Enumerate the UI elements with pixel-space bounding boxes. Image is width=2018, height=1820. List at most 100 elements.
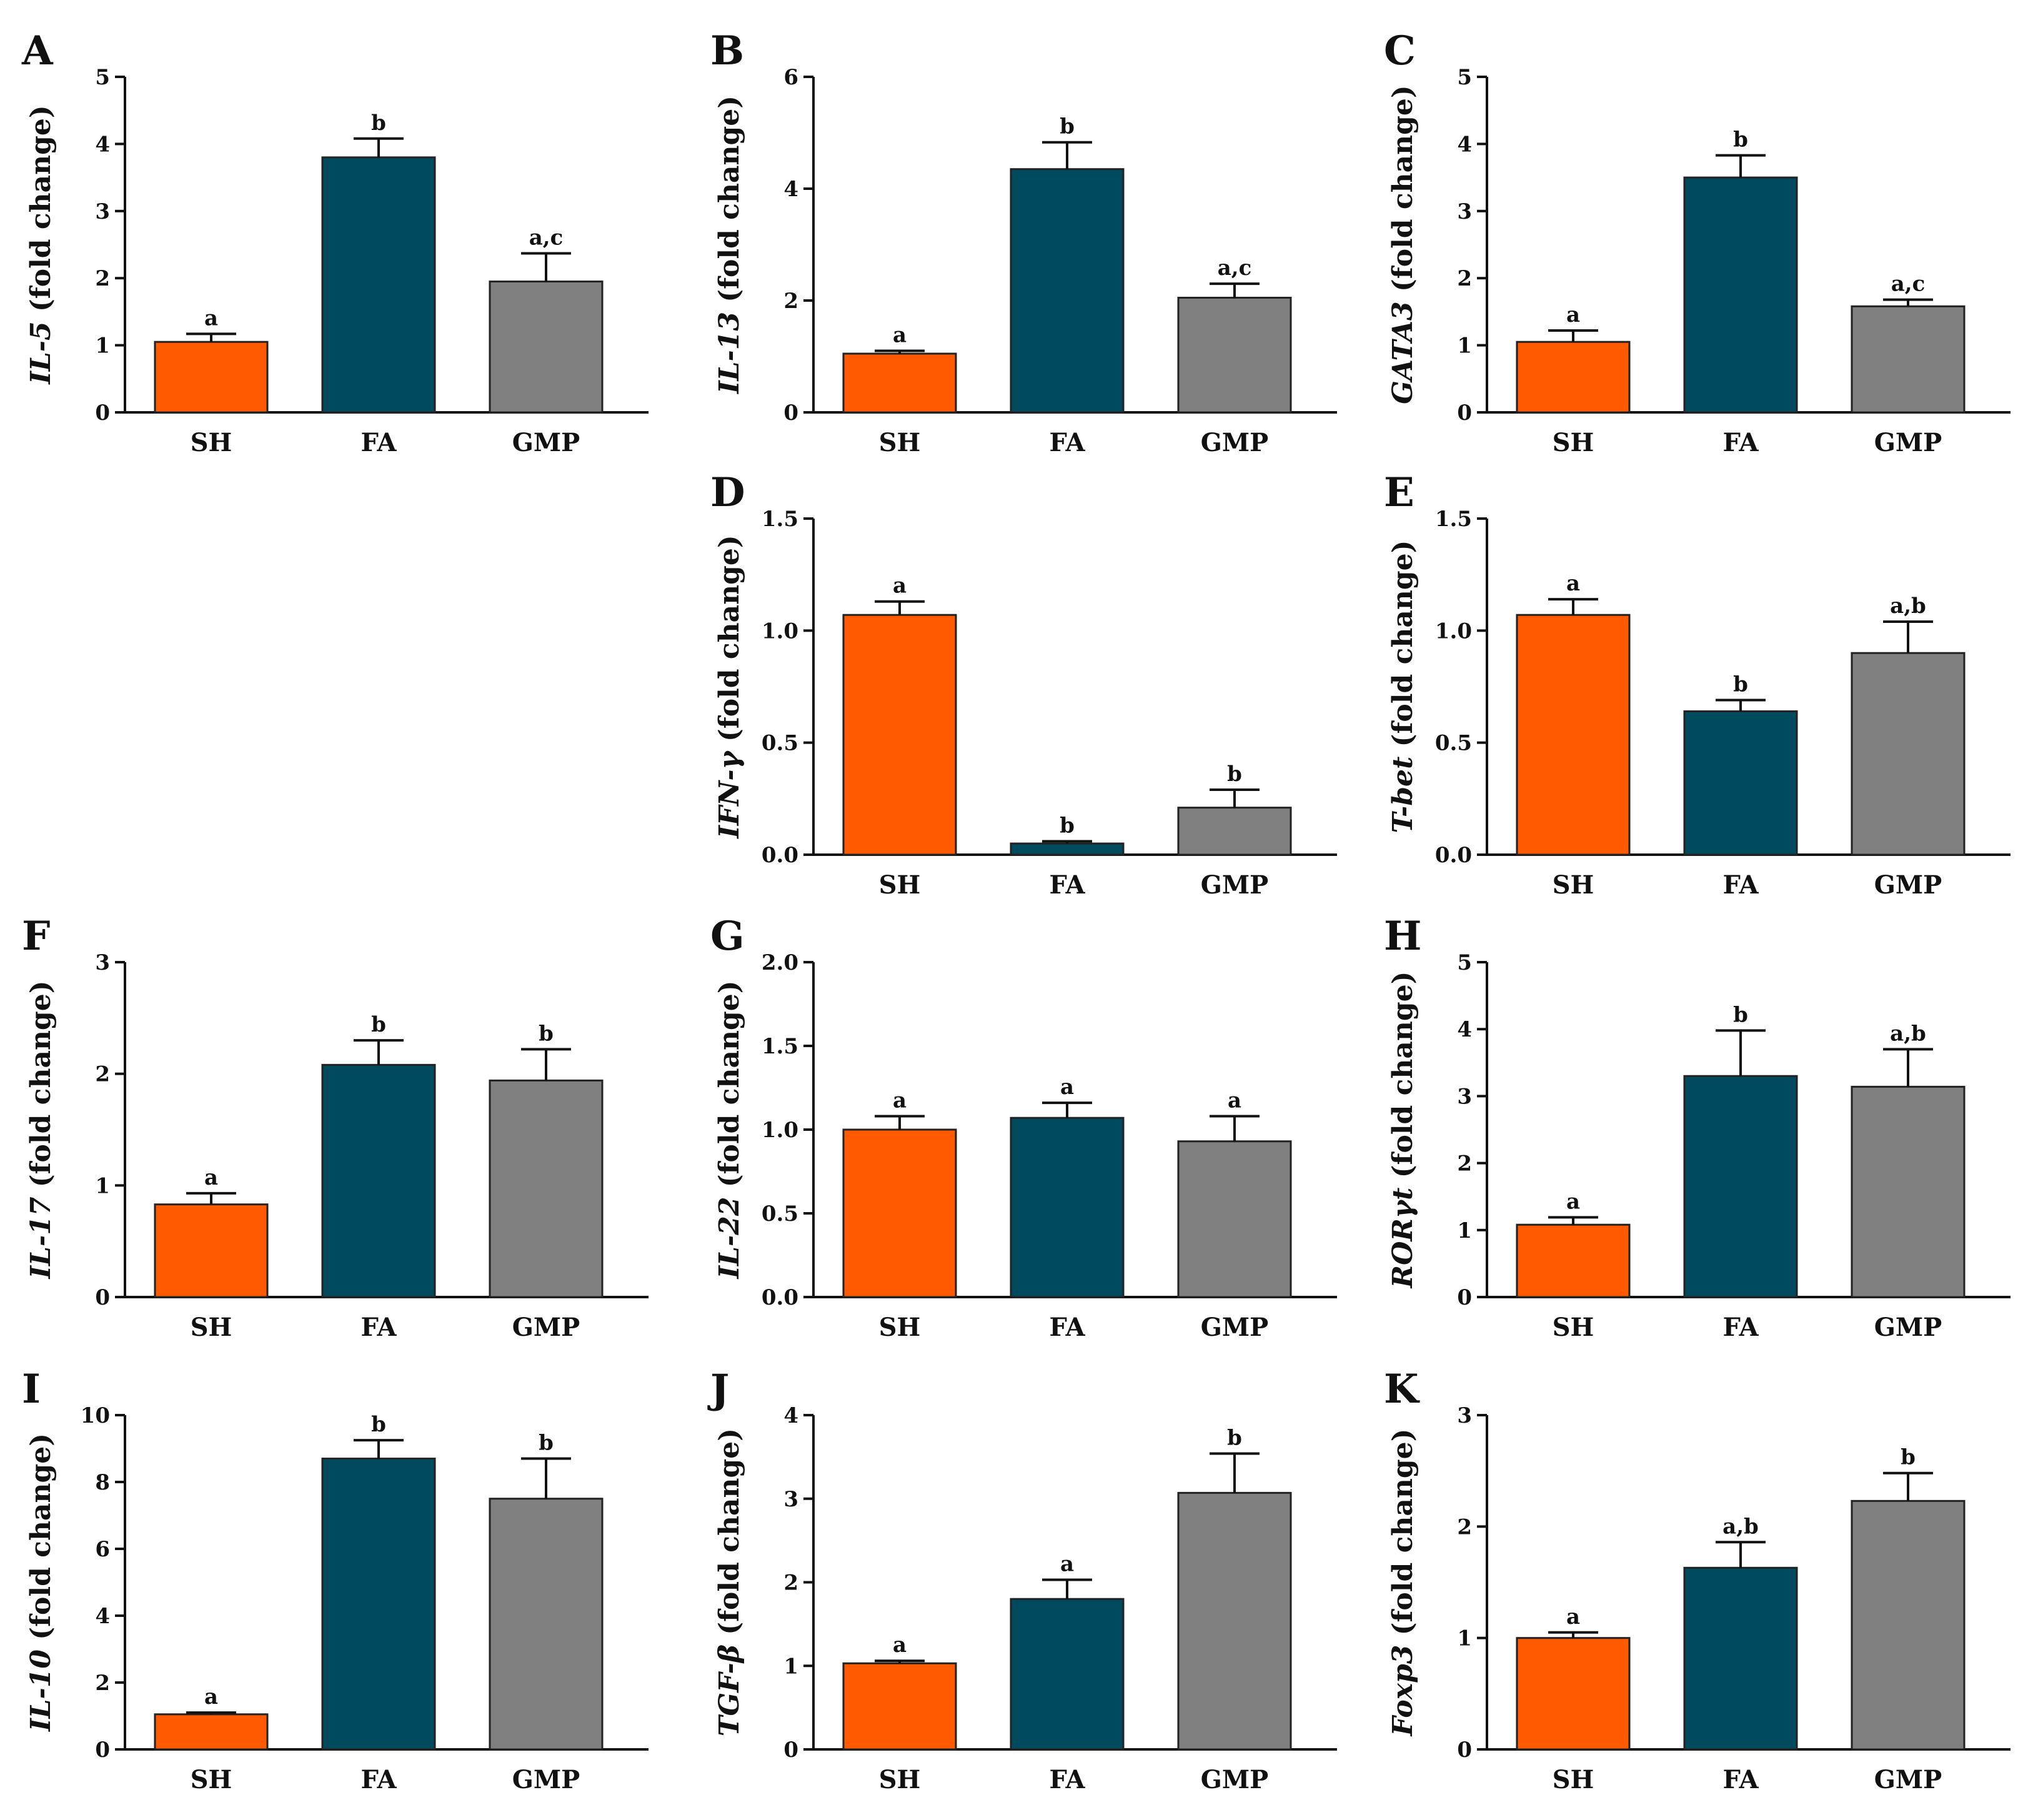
significance-label: a (1228, 1088, 1241, 1113)
bar-fa (1010, 168, 1125, 414)
y-tick-label: 4 (1457, 1017, 1472, 1042)
y-tick-label: 0 (95, 1285, 110, 1310)
panel-letter: K (1384, 1366, 1420, 1413)
y-tick-label: 2 (783, 1571, 798, 1596)
bar-gmp (1851, 652, 1966, 856)
bar-gmp (489, 1079, 604, 1298)
bar-sh (842, 1662, 957, 1751)
panel-F: F IL-17 (fold change) 0 1 2 3 a SH b FA b GMP (22, 913, 649, 1342)
significance-label: a (1566, 1189, 1580, 1214)
y-tick-label: 3 (95, 199, 110, 224)
y-axis-gene-name: IL-17 (25, 1196, 57, 1280)
y-tick-label: 1 (783, 1654, 798, 1679)
y-axis-unit: (fold change) (713, 535, 745, 751)
y-tick-label: 0 (783, 400, 798, 425)
bar-fa (1010, 1598, 1125, 1751)
significance-label: b (539, 1431, 554, 1456)
panel-K: K Foxp3 (fold change) 0 1 2 3 a SH a,b FA b GMP (1384, 1366, 2011, 1794)
significance-label: a (1566, 302, 1580, 327)
bar-gmp (1851, 305, 1966, 414)
bar-fa (1010, 842, 1125, 856)
y-axis-title: IL-17 (fold change) (25, 980, 57, 1280)
x-category-label: SH (191, 428, 232, 457)
y-tick-label: 2 (1457, 1514, 1472, 1539)
x-category-label: SH (879, 870, 921, 900)
y-tick-label: 4 (783, 1403, 798, 1428)
y-axis-gene-name: TGF-β (713, 1644, 745, 1736)
panel-H: H RORγt (fold change) 0 1 2 3 4 5 a SH b FA a,b GMP (1384, 913, 2011, 1342)
y-tick-label: 3 (1457, 1403, 1472, 1428)
y-tick-label: 1 (1457, 1218, 1472, 1243)
y-axis-gene-name: T-bet (1387, 757, 1419, 833)
y-axis-title: RORγt (fold change) (1387, 972, 1419, 1290)
y-axis-unit: (fold change) (713, 96, 745, 312)
y-axis-title: IL-22 (fold change) (713, 980, 745, 1280)
significance-label: b (1060, 114, 1075, 139)
y-tick-label: 1 (95, 1173, 110, 1198)
y-axis-gene-name: IL-13 (713, 312, 745, 395)
y-axis-title: IFN-γ (fold change) (713, 535, 745, 839)
y-axis-title: Foxp3 (fold change) (1387, 1429, 1419, 1738)
panel-J: J TGF-β (fold change) 0 1 2 3 4 a SH a FA b GMP (707, 1366, 1337, 1794)
y-axis-gene-name: GATA3 (1387, 301, 1419, 404)
x-category-label: GMP (1874, 1313, 1942, 1342)
y-tick-label: 1.0 (762, 619, 798, 644)
y-tick-label: 0 (1457, 1738, 1472, 1763)
bar-sh (1516, 341, 1631, 414)
panel-G: G IL-22 (fold change) 0.0 0.5 1.0 1.5 2.0 a SH a F… (710, 913, 1337, 1342)
x-category-label: FA (1722, 870, 1759, 900)
significance-label: a (1566, 571, 1580, 596)
significance-label: a (204, 1165, 218, 1190)
y-tick-label: 4 (783, 177, 798, 202)
y-axis-title: GATA3 (fold change) (1387, 85, 1419, 404)
significance-label: a (893, 1633, 907, 1658)
x-category-label: GMP (1201, 1313, 1269, 1342)
y-axis-gene-name: IL-5 (25, 321, 57, 385)
y-axis-title: IL-5 (fold change) (25, 105, 57, 385)
x-category-label: SH (1553, 870, 1594, 900)
bar-fa (321, 156, 436, 414)
x-category-label: SH (191, 1765, 232, 1794)
significance-label: b (1733, 672, 1748, 697)
significance-label: a (1060, 1551, 1074, 1576)
y-axis-gene-name: RORγt (1387, 1188, 1419, 1290)
significance-label: a,b (1890, 1021, 1926, 1046)
x-category-label: FA (1049, 1313, 1085, 1342)
significance-label: a (893, 574, 907, 599)
x-category-label: FA (1049, 870, 1085, 900)
y-axis-unit: (fold change) (25, 980, 57, 1196)
y-tick-label: 3 (783, 1487, 798, 1512)
x-category-label: SH (879, 1765, 921, 1794)
bar-fa (1010, 1116, 1125, 1298)
bar-fa (1683, 1566, 1798, 1751)
panel-letter: H (1384, 913, 1421, 960)
y-tick-label: 2.0 (762, 950, 798, 975)
y-tick-label: 0 (95, 1738, 110, 1763)
x-category-label: FA (1722, 1313, 1759, 1342)
y-axis-gene-name: Foxp3 (1387, 1645, 1419, 1738)
x-category-label: GMP (1874, 1765, 1942, 1794)
panel-letter: G (710, 913, 745, 960)
bar-sh (1516, 1223, 1631, 1298)
y-tick-label: 5 (95, 65, 110, 90)
bar-gmp (1177, 1491, 1292, 1751)
panel-C: C GATA3 (fold change) 0 1 2 3 4 5 a SH b FA a,c GMP (1384, 27, 2011, 457)
significance-label: a (1566, 1604, 1580, 1629)
x-category-label: FA (360, 428, 397, 457)
panel-letter: A (21, 27, 54, 74)
significance-label: a (893, 323, 907, 348)
panel-letter: D (710, 469, 745, 516)
bar-sh (154, 341, 269, 414)
y-axis-unit: (fold change) (713, 980, 745, 1196)
y-tick-label: 0 (783, 1738, 798, 1763)
y-tick-label: 0.0 (1435, 843, 1472, 868)
bar-fa (321, 1063, 436, 1298)
panel-letter: E (1384, 469, 1414, 516)
x-category-label: GMP (1874, 870, 1942, 900)
bar-gmp (1177, 297, 1292, 414)
significance-label: a,b (1722, 1514, 1759, 1539)
y-tick-label: 2 (783, 289, 798, 314)
y-tick-label: 0 (1457, 1285, 1472, 1310)
y-tick-label: 1.0 (1435, 619, 1472, 644)
x-category-label: GMP (1874, 428, 1942, 457)
